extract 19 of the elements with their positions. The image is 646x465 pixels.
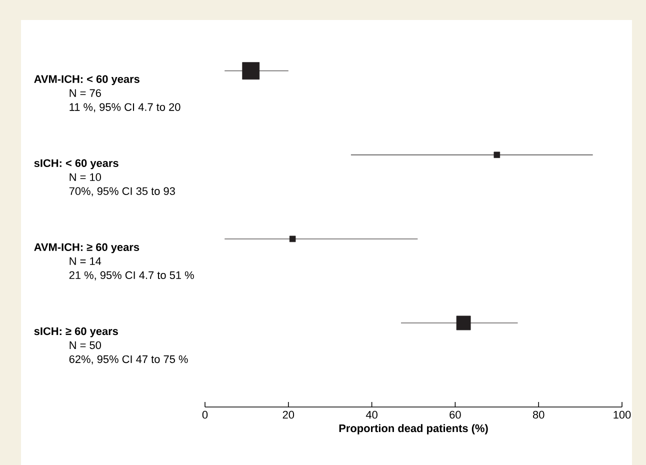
y-tick-label: AVM-ICH: < 60 years bbox=[34, 75, 140, 86]
x-tick-label: 20 bbox=[282, 410, 294, 419]
text: N = 14 bbox=[70, 257, 102, 265]
y-tick-label: sICH: ≥ 60 years bbox=[34, 327, 118, 338]
y-tick-label: AVM-ICH: ≥ 60 years bbox=[34, 243, 140, 254]
x-tick-label: 100 bbox=[614, 410, 631, 419]
y-tick-label: sICH: < 60 years bbox=[34, 159, 118, 170]
text: 62%, 95% CI 47 to 75 % bbox=[69, 355, 188, 364]
text: 11 %, 95% CI 4.7 to 20 bbox=[70, 103, 180, 112]
text: 21 %, 95% CI 4.7 to 51 % bbox=[69, 271, 194, 280]
text: N = 50 bbox=[70, 341, 101, 350]
x-tick-label: 40 bbox=[366, 410, 378, 419]
x-tick-label: 0 bbox=[202, 410, 208, 419]
x-axis-title: Proportion dead patients (%) bbox=[339, 424, 488, 434]
text: 70%, 95% CI 35 to 93 bbox=[69, 187, 175, 196]
text: N = 10 bbox=[70, 173, 101, 181]
text: N = 76 bbox=[70, 89, 101, 97]
x-tick-label: 60 bbox=[450, 410, 461, 419]
x-tick-label: 80 bbox=[532, 410, 544, 419]
